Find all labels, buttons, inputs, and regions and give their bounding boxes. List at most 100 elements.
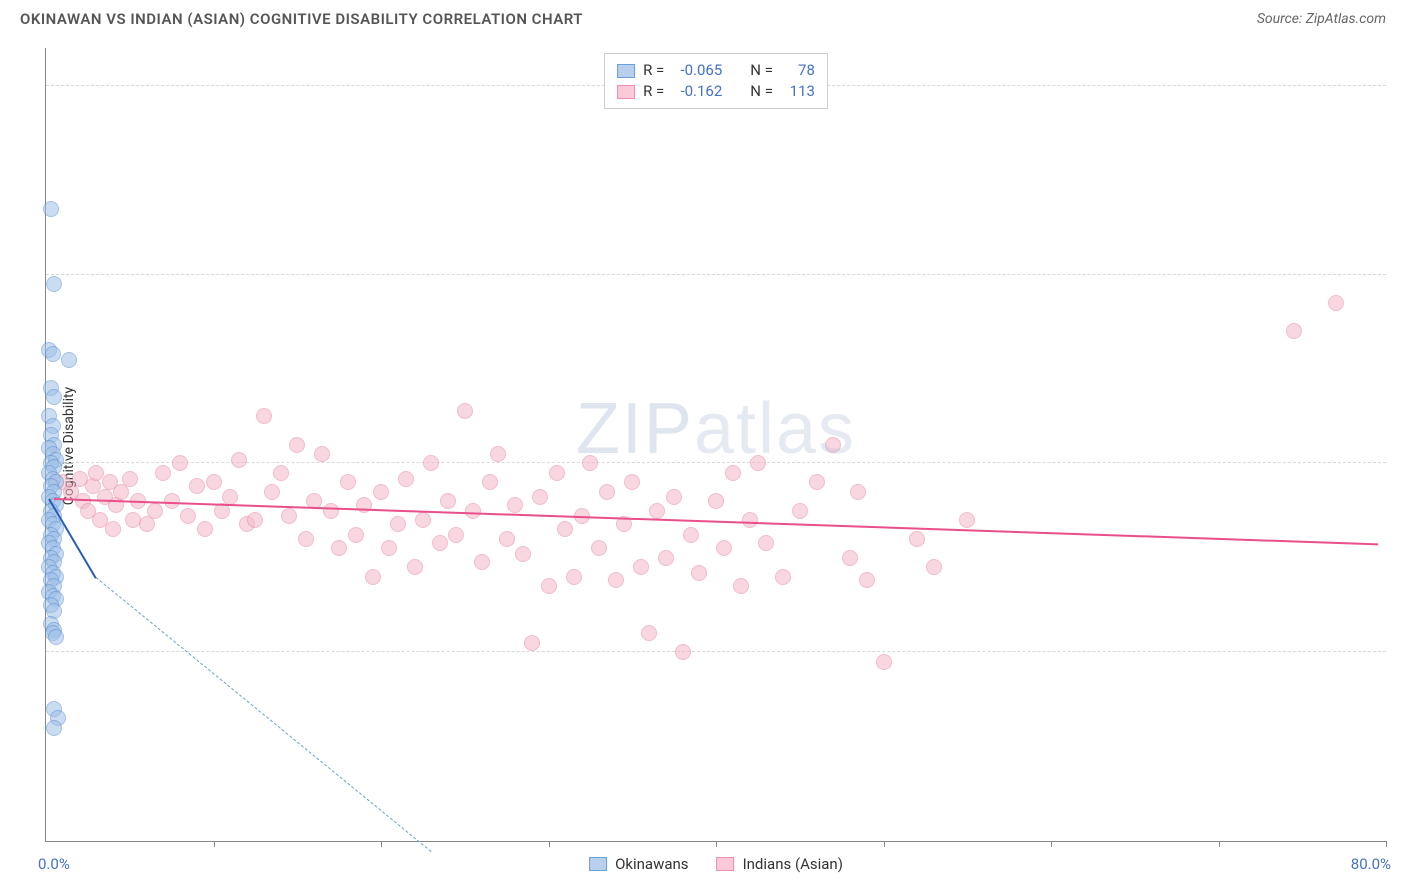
data-point — [298, 531, 314, 547]
data-point — [289, 437, 305, 453]
data-point — [876, 654, 892, 670]
legend-item: Okinawans — [589, 855, 688, 873]
data-point — [231, 452, 247, 468]
x-tick — [1051, 841, 1052, 847]
data-point — [197, 521, 213, 537]
legend-swatch — [617, 64, 635, 78]
gridline — [46, 651, 1386, 652]
x-tick — [1386, 841, 1387, 847]
x-tick — [716, 841, 717, 847]
chart-title: OKINAWAN VS INDIAN (ASIAN) COGNITIVE DIS… — [20, 10, 583, 28]
legend-swatch — [589, 857, 607, 871]
data-point — [457, 403, 473, 419]
data-point — [532, 489, 548, 505]
data-point — [314, 446, 330, 462]
data-point — [825, 437, 841, 453]
n-value: 78 — [781, 60, 815, 81]
data-point — [959, 512, 975, 528]
data-point — [474, 554, 490, 570]
data-point — [1286, 323, 1302, 339]
r-label: R = — [643, 60, 664, 81]
data-point — [398, 471, 414, 487]
data-point — [122, 471, 138, 487]
data-point — [61, 352, 77, 368]
data-point — [48, 629, 64, 645]
data-point — [733, 578, 749, 594]
data-point — [172, 455, 188, 471]
data-point — [432, 535, 448, 551]
data-point — [850, 484, 866, 500]
data-point — [105, 521, 121, 537]
data-point — [448, 527, 464, 543]
data-point — [373, 484, 389, 500]
data-point — [708, 493, 724, 509]
data-point — [423, 455, 439, 471]
data-point — [1328, 295, 1344, 311]
watermark: ZIPatlas — [576, 388, 856, 470]
data-point — [725, 465, 741, 481]
data-point — [46, 276, 62, 292]
data-point — [909, 531, 925, 547]
trend-line-extension — [96, 577, 432, 852]
data-point — [566, 569, 582, 585]
r-value: -0.162 — [672, 81, 722, 102]
data-point — [541, 578, 557, 594]
legend-item: Indians (Asian) — [717, 855, 843, 873]
data-point — [649, 503, 665, 519]
legend-label: Indians (Asian) — [743, 855, 843, 873]
legend-label: Okinawans — [615, 855, 688, 873]
data-point — [365, 569, 381, 585]
data-point — [608, 572, 624, 588]
data-point — [407, 559, 423, 575]
data-point — [281, 508, 297, 524]
legend-stat-row: R =-0.065N =78 — [617, 60, 815, 81]
data-point — [859, 572, 875, 588]
gridline — [46, 462, 1386, 463]
data-point — [658, 550, 674, 566]
legend-stat-row: R =-0.162N =113 — [617, 81, 815, 102]
data-point — [549, 465, 565, 481]
legend-swatch — [717, 857, 735, 871]
data-point — [323, 503, 339, 519]
data-point — [189, 478, 205, 494]
data-point — [440, 493, 456, 509]
data-point — [273, 465, 289, 481]
data-point — [633, 559, 649, 575]
x-axis-min-label: 0.0% — [38, 855, 70, 873]
r-label: R = — [643, 81, 664, 102]
x-tick — [549, 841, 550, 847]
n-value: 113 — [781, 81, 815, 102]
data-point — [147, 503, 163, 519]
data-point — [926, 559, 942, 575]
data-point — [482, 474, 498, 490]
data-point — [624, 474, 640, 490]
data-point — [340, 474, 356, 490]
x-tick — [214, 841, 215, 847]
gridline — [46, 274, 1386, 275]
data-point — [792, 503, 808, 519]
data-point — [599, 484, 615, 500]
data-point — [775, 569, 791, 585]
data-point — [716, 540, 732, 556]
data-point — [750, 455, 766, 471]
data-point — [557, 521, 573, 537]
data-point — [381, 540, 397, 556]
data-point — [809, 474, 825, 490]
data-point — [206, 474, 222, 490]
data-point — [499, 531, 515, 547]
n-label: N = — [750, 60, 773, 81]
data-point — [683, 527, 699, 543]
data-point — [691, 565, 707, 581]
data-point — [666, 489, 682, 505]
chart-source: Source: ZipAtlas.com — [1257, 11, 1386, 27]
data-point — [591, 540, 607, 556]
data-point — [641, 625, 657, 641]
legend-statistics: R =-0.065N =78R =-0.162N =113 — [604, 53, 828, 109]
data-point — [675, 644, 691, 660]
data-point — [524, 635, 540, 651]
data-point — [256, 408, 272, 424]
data-point — [46, 389, 62, 405]
data-point — [758, 535, 774, 551]
data-point — [582, 455, 598, 471]
data-point — [45, 346, 61, 362]
